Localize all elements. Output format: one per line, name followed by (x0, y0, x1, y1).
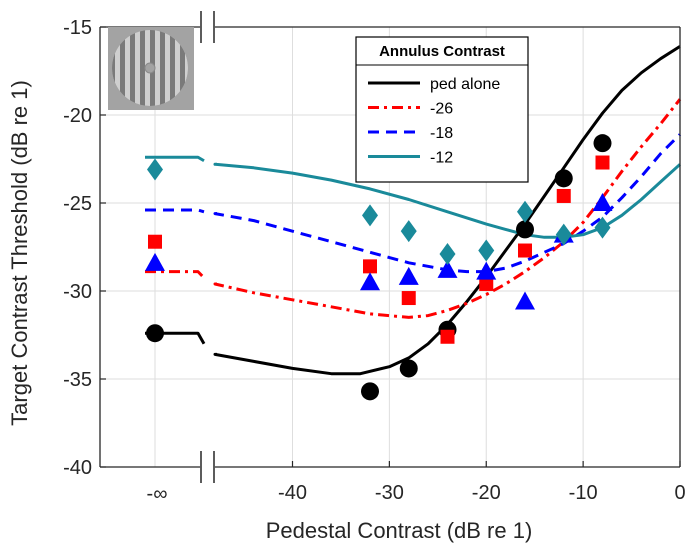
x-tick-label: -40 (278, 482, 307, 504)
data-point (515, 291, 535, 310)
data-point (518, 243, 532, 258)
data-point (437, 259, 458, 278)
legend-title: Annulus Contrast (379, 43, 505, 60)
curve-inf-segment (145, 270, 206, 279)
curve-inf-segment (145, 208, 205, 214)
data-point (595, 155, 610, 170)
y-tick-label: -35 (63, 369, 92, 391)
curve-inf-segment (145, 155, 205, 163)
legend-entry-label: -12 (430, 150, 453, 167)
data-point (478, 239, 495, 262)
data-point (440, 329, 455, 344)
curve-series-3 (213, 162, 682, 239)
curve-series-2 (213, 133, 682, 274)
legend-entry-label: -26 (430, 101, 453, 118)
y-tick-label: -30 (63, 281, 92, 303)
data-point-inf (146, 324, 164, 343)
y-axis-label: Target Contrast Threshold (dB re 1) (7, 80, 32, 426)
x-tick-label: 0 (674, 482, 685, 504)
data-point (594, 216, 611, 239)
axis-break-gap (201, 11, 214, 43)
data-point (360, 272, 380, 291)
x-axis-label: Pedestal Contrast (dB re 1) (266, 518, 533, 543)
legend: Annulus Contrast ped alone -26 -18 -12 (355, 36, 529, 183)
data-point (516, 220, 534, 239)
data-point (399, 359, 418, 378)
y-tick-label: -15 (63, 17, 92, 39)
data-point (398, 266, 419, 285)
data-point (556, 188, 571, 203)
data-point (593, 134, 612, 153)
grating-stimulus-image (108, 27, 194, 110)
legend-entry-label: -18 (430, 125, 453, 142)
data-points (145, 134, 613, 401)
x-tick-label-inf: -∞ (147, 483, 168, 505)
fit-curves (145, 45, 682, 376)
data-point-inf (147, 158, 163, 181)
data-point (592, 193, 613, 211)
data-point (479, 276, 494, 291)
x-tick-label: -30 (375, 482, 404, 504)
data-point (401, 291, 416, 306)
data-point (400, 220, 417, 243)
data-point (362, 204, 378, 227)
data-point (517, 200, 533, 223)
tick-labels: -15 -20 -25 -30 -35 -40 -40 -30 -20 -10 0 -∞ (63, 17, 685, 505)
data-point (476, 261, 497, 280)
x-tick-label: -10 (569, 482, 598, 504)
data-point (555, 223, 572, 246)
data-point-inf (148, 234, 162, 249)
axis-break-gap (201, 451, 214, 483)
y-tick-label: -20 (63, 105, 92, 127)
data-point-inf (145, 252, 165, 271)
data-point (554, 169, 573, 188)
y-tick-label: -25 (63, 193, 92, 215)
data-point (363, 259, 377, 274)
curve-series-0 (213, 45, 681, 376)
data-point (361, 382, 379, 401)
legend-entry-label: ped alone (430, 76, 500, 93)
x-tick-label: -20 (472, 482, 501, 504)
y-tick-label: -40 (63, 457, 92, 479)
curve-series-1 (213, 98, 682, 319)
data-point (439, 243, 456, 266)
